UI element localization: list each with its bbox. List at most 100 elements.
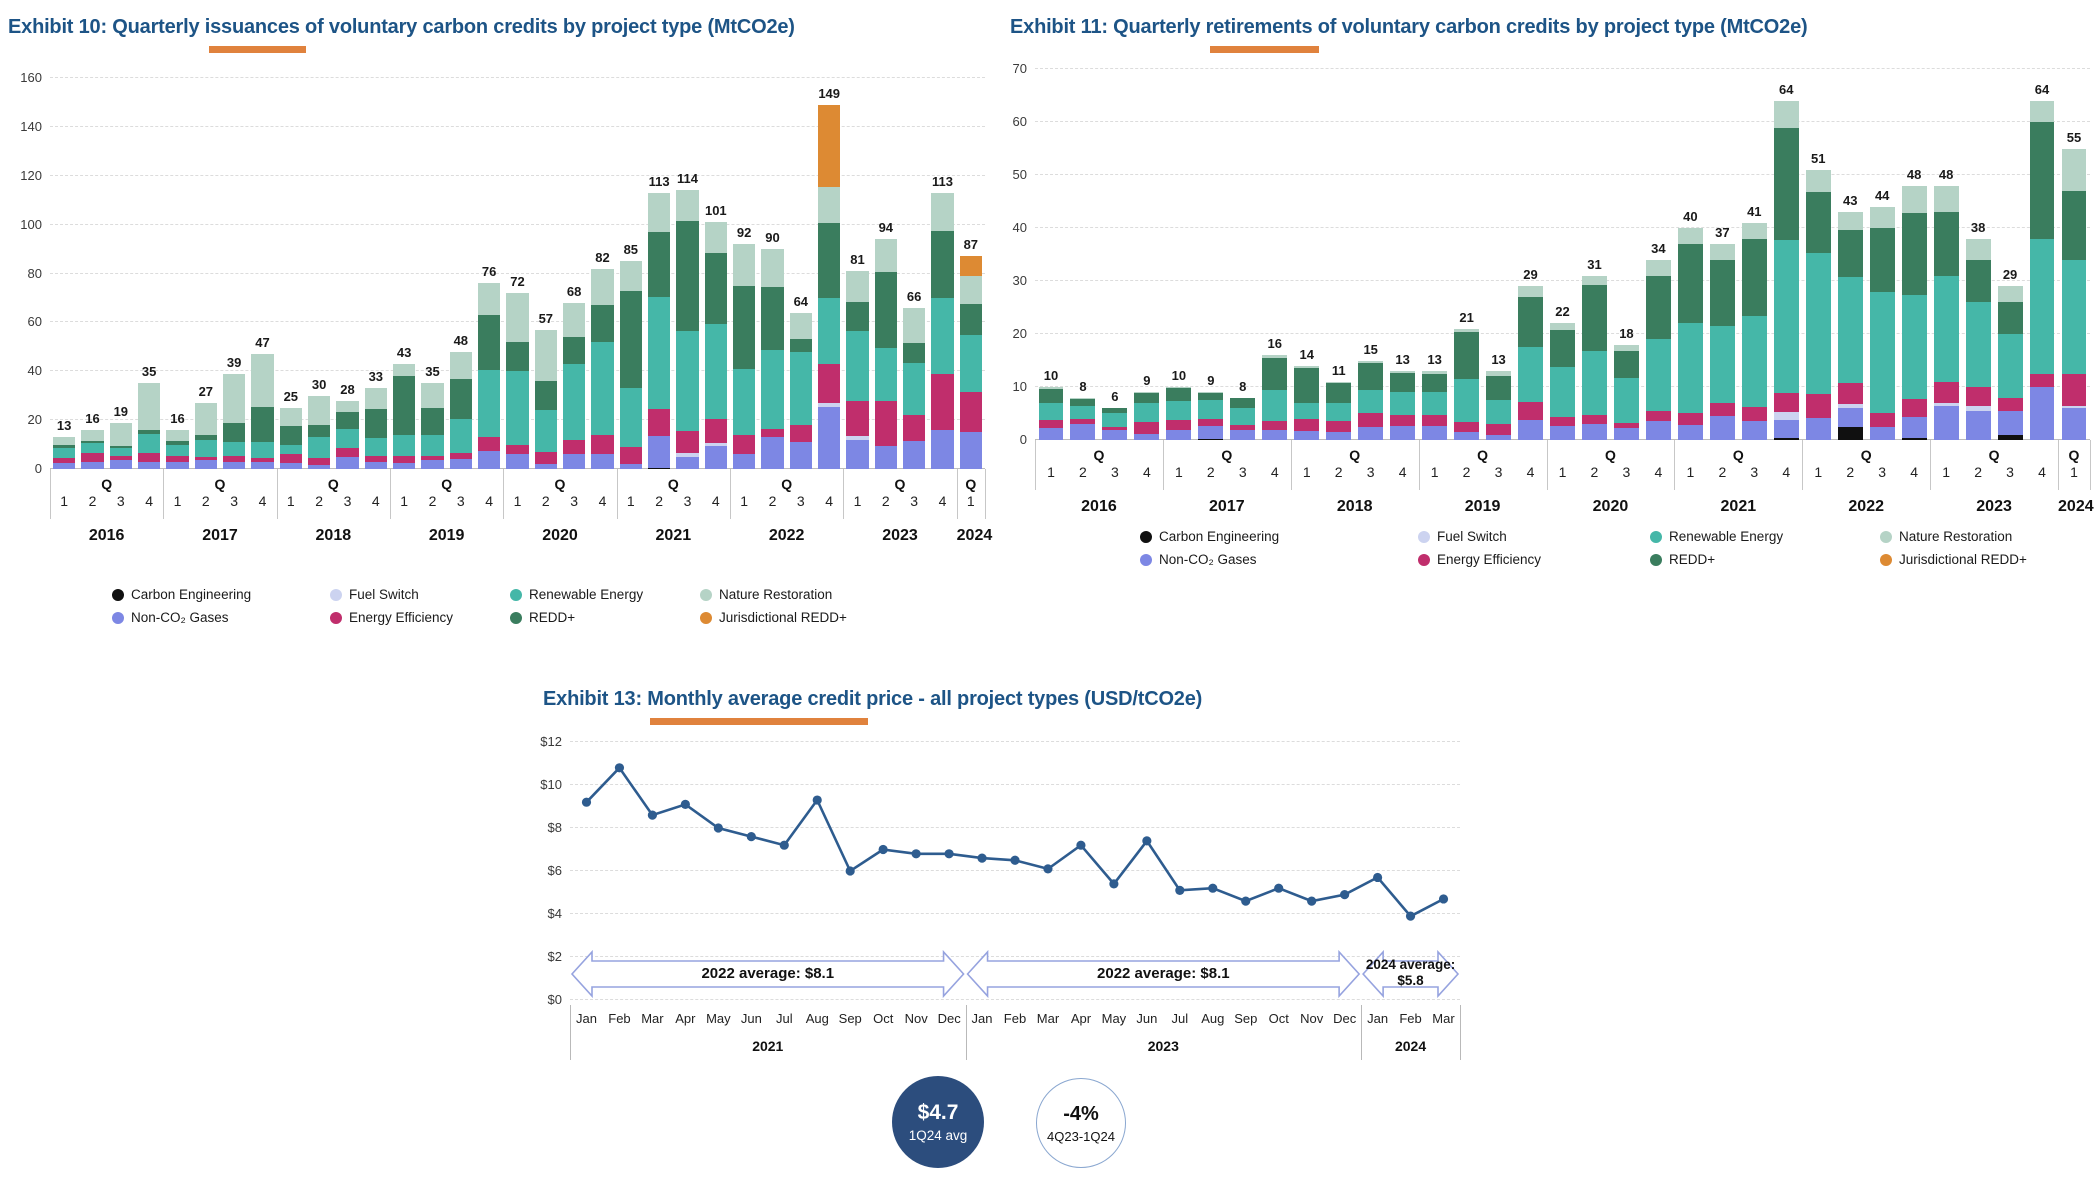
bar-segment-non-co-gases bbox=[1773, 419, 1799, 439]
axis-q-label: Q bbox=[1988, 447, 2000, 463]
bar-segment-renewable-energy bbox=[818, 297, 841, 364]
bar-total-label: 16 bbox=[1267, 336, 1282, 352]
legend-item: Renewable Energy bbox=[510, 583, 700, 606]
bar-total-label: 40 bbox=[1683, 209, 1698, 224]
bar-segment-energy-efficiency bbox=[1677, 413, 1703, 426]
bar-segment-non-co-gases bbox=[1294, 430, 1320, 440]
bar-segment-nature-restoration bbox=[563, 302, 586, 338]
y-axis-tick: 40 bbox=[1012, 220, 1027, 235]
bar-segment-nature-restoration bbox=[1550, 323, 1575, 330]
axis-quarter-tick: 3 bbox=[1111, 464, 1119, 480]
stacked-bar bbox=[421, 383, 444, 469]
bar-segment-non-co-gases bbox=[1070, 424, 1096, 440]
axis-quarter-tick: 2 bbox=[428, 493, 437, 509]
axis-quarter-tick: 1 bbox=[1686, 464, 1695, 480]
bar-segment-renewable-energy bbox=[1550, 366, 1575, 418]
bar-total-label: 72 bbox=[510, 274, 525, 290]
bar-segment-non-co-gases bbox=[364, 461, 387, 469]
bar-segment-non-co-gases bbox=[1741, 421, 1767, 440]
axis-year-label: 2023 bbox=[882, 527, 918, 544]
bar-segment-redd- bbox=[931, 230, 954, 298]
bar-total-label: 37 bbox=[1715, 224, 1730, 240]
bar-segment-renewable-energy bbox=[251, 442, 274, 458]
bar-segment-energy-efficiency bbox=[1933, 381, 1959, 403]
bar-segment-non-co-gases bbox=[1134, 433, 1160, 440]
axis-quarter-tick: 1 bbox=[1942, 464, 1951, 480]
legend-swatch-non-co-gases bbox=[112, 611, 124, 624]
axis-quarter-tick: 4 bbox=[1398, 464, 1407, 480]
axis-q-label: Q bbox=[1604, 447, 1616, 463]
axis-quarter-tick: 1 bbox=[60, 493, 69, 509]
stacked-bar bbox=[1326, 381, 1352, 440]
bar-segment-renewable-energy bbox=[591, 341, 614, 435]
axis-year-label: 2020 bbox=[542, 527, 578, 544]
bar-segment-energy-efficiency bbox=[591, 434, 614, 455]
average-arrow bbox=[966, 949, 1361, 999]
bar-segment-nature-restoration bbox=[846, 271, 869, 302]
stacked-bar bbox=[648, 192, 671, 469]
gridline-160 bbox=[50, 77, 985, 78]
axis-year-separator bbox=[985, 469, 986, 519]
bar-total-label: 87 bbox=[963, 237, 979, 253]
stacked-bar bbox=[1901, 185, 1927, 440]
bar-segment-redd- bbox=[1613, 351, 1639, 378]
bar-segment-renewable-energy bbox=[1773, 239, 1799, 394]
axis-quarter-tick: 1 bbox=[1814, 464, 1823, 480]
data-point bbox=[713, 823, 723, 833]
bar-total-label: 30 bbox=[311, 376, 327, 392]
bar-segment-non-co-gases bbox=[676, 456, 699, 469]
stacked-bar bbox=[818, 104, 841, 469]
bar-segment-renewable-energy bbox=[1613, 377, 1639, 424]
axis-year-label: 2021 bbox=[1720, 498, 1757, 515]
axis-month-tick: Apr bbox=[675, 1011, 696, 1026]
bar-segment-nature-restoration bbox=[478, 283, 501, 316]
bar-segment-energy-efficiency bbox=[2029, 373, 2055, 387]
data-point bbox=[1438, 894, 1449, 904]
bar-segment-carbon-engineering bbox=[1198, 438, 1224, 440]
stacked-bar bbox=[53, 437, 76, 469]
axis-quarter-tick: 4 bbox=[1526, 464, 1535, 480]
gridline-140 bbox=[50, 125, 985, 127]
axis-year-separator bbox=[1802, 440, 1804, 490]
bar-segment-redd- bbox=[959, 304, 982, 335]
legend-label: Fuel Switch bbox=[349, 587, 419, 602]
bar-segment-nature-restoration bbox=[194, 403, 217, 435]
axis-quarter-tick: 1 bbox=[1174, 464, 1183, 480]
axis-year-separator bbox=[730, 469, 731, 519]
legend-label: Jurisdictional REDD+ bbox=[719, 610, 847, 625]
axis-q-label: Q bbox=[1349, 447, 1361, 463]
bar-segment-renewable-energy bbox=[1486, 400, 1511, 425]
bar-segment-energy-efficiency bbox=[279, 454, 302, 463]
bar-segment-non-co-gases bbox=[1837, 408, 1863, 427]
bar-segment-nature-restoration bbox=[1422, 371, 1448, 374]
data-point bbox=[911, 849, 921, 859]
axis-quarter-tick: 3 bbox=[683, 493, 692, 509]
axis-quarter-tick: 2 bbox=[1846, 464, 1855, 480]
axis-quarter-tick: 1 bbox=[400, 493, 409, 509]
bar-segment-nature-restoration bbox=[818, 186, 841, 224]
bar-segment-energy-efficiency bbox=[1645, 410, 1671, 422]
axis-quarter-row: 1 bbox=[957, 493, 985, 509]
bar-segment-redd- bbox=[789, 339, 812, 352]
bar-segment-non-co-gases bbox=[591, 454, 614, 469]
bar-segment-nature-restoration bbox=[676, 190, 699, 221]
y-axis-tick: 20 bbox=[1012, 326, 1027, 341]
gridline-50 bbox=[1035, 174, 2090, 175]
legend-label: Renewable Energy bbox=[1669, 529, 1784, 544]
legend-item: Jurisdictional REDD+ bbox=[700, 606, 910, 629]
bar-total-label: 35 bbox=[425, 364, 440, 380]
bar-total-label: 16 bbox=[85, 410, 100, 426]
bar-segment-renewable-energy bbox=[1326, 402, 1352, 422]
bar-segment-redd- bbox=[223, 422, 246, 443]
bar-segment-renewable-energy bbox=[2061, 259, 2087, 374]
axis-year-separator bbox=[570, 1005, 571, 1060]
legend-label: Energy Efficiency bbox=[349, 610, 454, 625]
bar-segment-renewable-energy bbox=[1262, 389, 1288, 422]
gridline-2 bbox=[570, 956, 1460, 957]
bar-segment-non-co-gases bbox=[1677, 425, 1703, 440]
legend-swatch-energy-efficiency bbox=[1418, 553, 1430, 566]
bar-segment-renewable-energy bbox=[1454, 379, 1480, 423]
axis-q-label: Q bbox=[1221, 447, 1233, 463]
axis-year-separator bbox=[1361, 1005, 1363, 1060]
